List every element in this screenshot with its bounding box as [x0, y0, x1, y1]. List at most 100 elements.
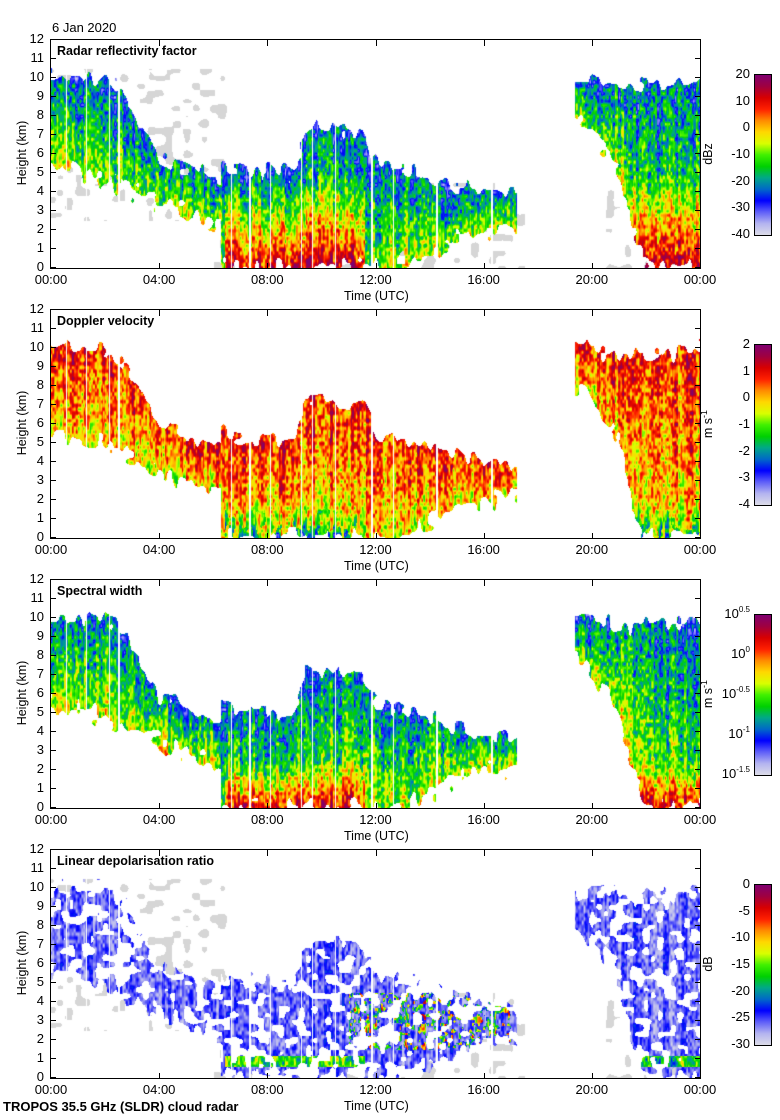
x-axis-title: Time (UTC): [344, 1099, 409, 1113]
x-tick: [591, 1073, 593, 1079]
y-tick: [51, 807, 56, 808]
x-tick: [267, 803, 269, 809]
colorbar-tick-label: 10-1.5: [721, 765, 750, 782]
colorbar-tick-label: 100: [731, 645, 750, 662]
y-tick: [51, 1001, 56, 1002]
velocity-heatmap: [51, 310, 700, 538]
y-tick: [51, 788, 56, 789]
y-tick-label: 5: [36, 704, 44, 719]
y-tick: [51, 39, 56, 40]
x-tick-label: 04:00: [142, 272, 176, 287]
y-tick: [51, 537, 56, 538]
x-tick: [159, 803, 161, 809]
x-tick: [591, 263, 593, 269]
y-tick: [695, 636, 700, 637]
x-tick: [375, 263, 377, 269]
colorbar-tick-value: -30: [731, 199, 750, 215]
colorbar-tick-label: 20: [736, 66, 750, 81]
y-tick: [695, 153, 700, 154]
colorbar-tick-exponent: 0.5: [738, 605, 750, 614]
colorbar-tick-value: 10: [721, 766, 737, 781]
colorbar-tick-value: 1: [742, 362, 750, 378]
colorbar-tick-label: -3: [738, 469, 750, 484]
colorbar-tick-value: -30: [731, 1036, 750, 1051]
y-tick: [51, 77, 56, 78]
colorbar-tick-label: 10-0.5: [722, 686, 750, 702]
x-tick: [375, 533, 377, 539]
y-tick-label: 6: [36, 685, 44, 700]
colorbar: [754, 614, 772, 776]
x-tick-label: 04:00: [142, 1082, 176, 1097]
y-tick-label: 1: [36, 780, 44, 795]
colorbar-tick-label: -25: [731, 1009, 750, 1024]
y-tick-label: 7: [36, 396, 44, 411]
colorbar-tick-label: -15: [731, 956, 750, 971]
y-tick: [51, 750, 56, 751]
y-tick-label: 6: [36, 145, 44, 160]
y-tick: [695, 906, 700, 907]
y-tick: [695, 461, 700, 462]
y-tick: [51, 58, 56, 59]
ldr-heatmap: [51, 850, 700, 1078]
x-axis-title: Time (UTC): [344, 289, 409, 303]
x-tick: [591, 803, 593, 809]
colorbar-tick-label: 1: [743, 363, 750, 378]
colorbar: [754, 344, 772, 506]
colorbar-tick-value: 0: [742, 876, 750, 891]
y-tick: [695, 925, 700, 926]
y-tick-label: 9: [36, 898, 44, 913]
x-axis-title: Time (UTC): [344, 829, 409, 843]
colorbar-tick-label: 0: [743, 876, 750, 891]
colorbar-tick-label: 10-1: [728, 726, 750, 742]
y-tick: [51, 96, 56, 97]
y-tick: [695, 480, 700, 481]
y-tick: [51, 1077, 56, 1078]
x-tick-label: 00:00: [34, 1082, 68, 1097]
y-tick: [51, 267, 56, 268]
colorbar-unit-exponent: -1: [699, 679, 709, 688]
colorbar-tick-value: 2: [742, 336, 750, 351]
x-tick: [591, 850, 593, 856]
y-tick: [695, 366, 700, 367]
x-tick: [375, 310, 377, 316]
x-tick: [483, 850, 485, 856]
y-tick-label: 8: [36, 917, 44, 932]
y-axis-title: Height (km): [15, 930, 29, 996]
y-tick: [695, 982, 700, 983]
x-tick: [483, 1073, 485, 1079]
y-tick: [695, 442, 700, 443]
x-tick: [591, 40, 593, 46]
y-tick-label: 9: [36, 358, 44, 373]
x-tick: [267, 580, 269, 586]
colorbar-tick-exponent: -1.5: [736, 765, 750, 774]
x-tick: [375, 1073, 377, 1079]
y-tick: [51, 309, 56, 310]
y-tick-label: 2: [36, 1031, 44, 1046]
y-tick: [51, 461, 56, 462]
y-tick-label: 3: [36, 742, 44, 757]
y-tick-label: 7: [36, 936, 44, 951]
colorbar-tick-exponent: 0: [745, 645, 750, 654]
y-tick: [51, 655, 56, 656]
date-label: 6 Jan 2020: [52, 20, 117, 35]
y-tick: [51, 617, 56, 618]
colorbar-tick-value: 20: [735, 66, 750, 81]
x-tick: [267, 263, 269, 269]
y-tick: [51, 1058, 56, 1059]
colorbar-unit: dBz: [701, 114, 715, 194]
x-tick-label: 00:00: [34, 542, 68, 557]
y-tick-label: 1: [36, 510, 44, 525]
panel-title: Doppler velocity: [57, 314, 155, 328]
y-tick-label: 9: [36, 88, 44, 103]
x-tick: [591, 580, 593, 586]
colorbar-tick-value: 10: [735, 92, 750, 108]
x-tick-label: 12:00: [359, 272, 392, 287]
y-tick: [51, 385, 56, 386]
y-tick: [695, 1058, 700, 1059]
y-tick-label: 1: [36, 240, 44, 255]
y-tick: [51, 944, 56, 945]
colorbar: [754, 884, 772, 1046]
ldr-plot-area: Linear depolarisation ratio: [50, 849, 701, 1079]
y-tick: [695, 807, 700, 808]
colorbar-tick-value: -40: [731, 226, 750, 241]
